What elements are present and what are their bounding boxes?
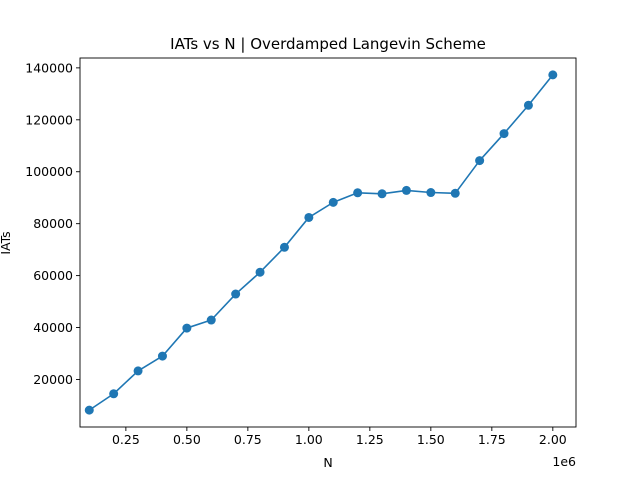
data-point	[426, 188, 436, 198]
data-point	[353, 188, 363, 198]
plot-area	[79, 57, 577, 428]
x-tick-label: 0.50	[173, 432, 201, 447]
y-axis-label: IATs	[0, 231, 13, 254]
data-point	[377, 189, 387, 199]
x-tick-label: 0.25	[112, 432, 140, 447]
data-point	[523, 100, 533, 110]
x-tick-label: 1.75	[478, 432, 506, 447]
x-tick-label: 0.75	[234, 432, 262, 447]
x-tick-label: 1.00	[295, 432, 323, 447]
series-line	[88, 74, 554, 411]
data-point	[279, 242, 289, 252]
data-point	[231, 289, 241, 299]
y-tick-label: 40000	[33, 320, 73, 335]
y-tick-label: 100000	[25, 164, 73, 179]
data-point	[133, 366, 143, 376]
data-point	[304, 212, 314, 222]
x-axis-ticks: 0.25 0.50 0.75 1.00 1.25 1.50 1.75 2.00	[112, 427, 567, 447]
x-tick-label: 2.00	[539, 432, 567, 447]
data-point	[475, 156, 485, 166]
y-tick-label: 120000	[25, 112, 73, 127]
data-point	[450, 188, 460, 198]
data-point	[109, 389, 119, 399]
y-axis-ticks: 20000 40000 60000 80000 100000 120000 140000	[25, 60, 80, 387]
data-point	[401, 185, 411, 195]
plot-frame	[79, 57, 577, 428]
data-point	[499, 129, 509, 139]
chart-title: IATs vs N | Overdamped Langevin Scheme	[170, 35, 486, 53]
data-point	[548, 70, 558, 80]
data-point	[206, 315, 216, 325]
data-point	[255, 267, 265, 277]
data-point	[157, 351, 167, 361]
y-tick-label: 140000	[25, 60, 73, 75]
x-tick-label: 1.50	[417, 432, 445, 447]
series-polyline	[88, 74, 554, 411]
x-axis-offset-label: 1e6	[552, 454, 576, 469]
x-axis-label: N	[323, 455, 332, 470]
series-markers	[84, 70, 558, 415]
y-tick-label: 80000	[33, 216, 73, 231]
x-tick-label: 1.25	[356, 432, 384, 447]
y-tick-label: 20000	[33, 372, 73, 387]
data-point	[84, 405, 94, 415]
data-point	[182, 323, 192, 333]
y-tick-label: 60000	[33, 268, 73, 283]
data-point	[328, 197, 338, 207]
